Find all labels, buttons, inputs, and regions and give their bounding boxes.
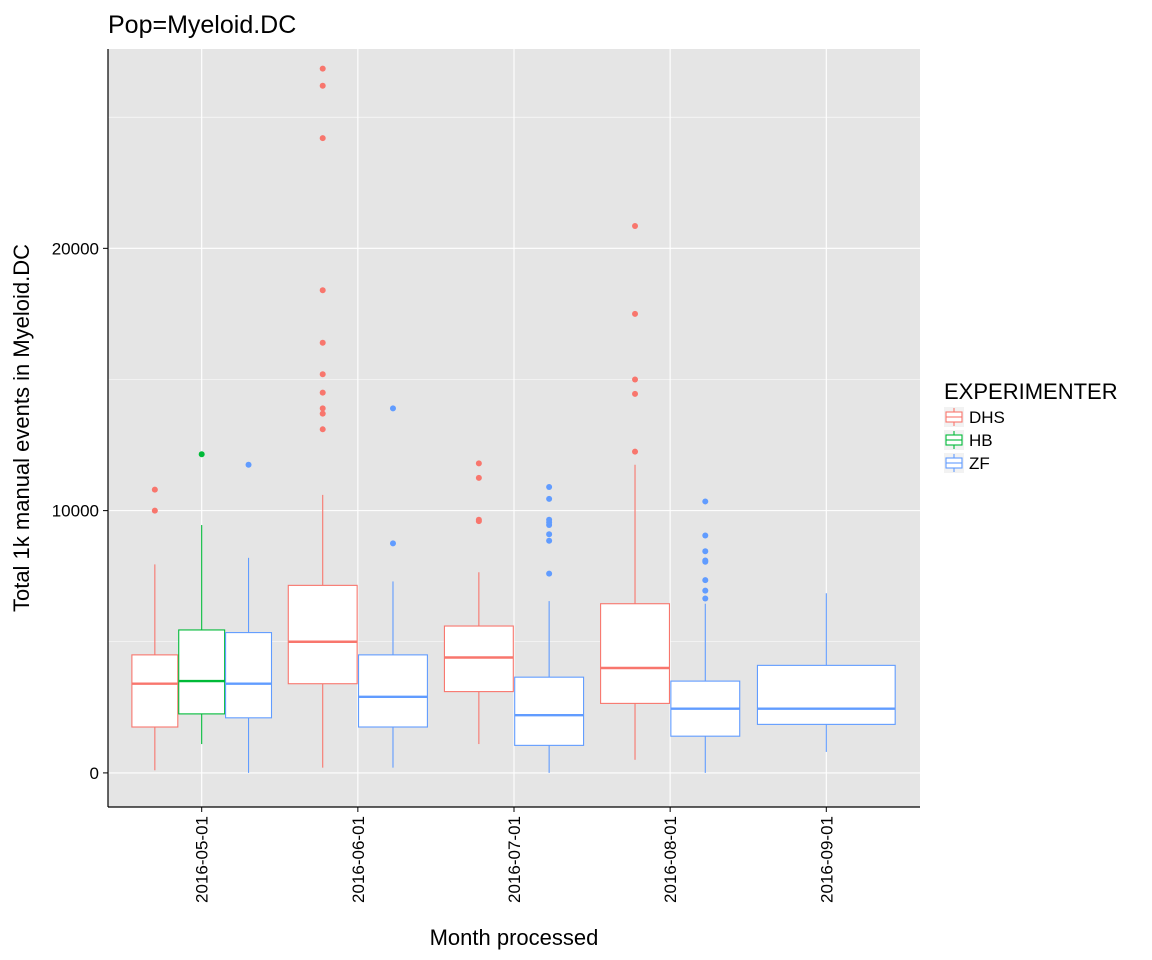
box-body	[600, 603, 671, 704]
box-body	[131, 654, 179, 728]
outlier-point	[632, 376, 639, 383]
boxes-layer	[131, 65, 896, 773]
box-body	[287, 584, 358, 685]
outlier-point	[702, 595, 709, 602]
outlier-point	[319, 405, 326, 412]
chart-title: Pop=Myeloid.DC	[108, 11, 296, 39]
outlier-point	[475, 474, 482, 481]
outlier-point	[702, 498, 709, 505]
outlier-point	[546, 484, 553, 491]
outlier-point	[389, 405, 396, 412]
box-body	[225, 632, 273, 719]
outlier-point	[702, 587, 709, 594]
box-dhs-2016-06-01	[287, 65, 358, 768]
outlier-point	[702, 548, 709, 555]
box-dhs-2016-05-01	[131, 486, 179, 771]
outlier-point	[632, 310, 639, 317]
outlier-point	[319, 82, 326, 89]
box-dhs-2016-07-01	[443, 460, 514, 745]
outlier-point	[475, 460, 482, 467]
outlier-point	[546, 537, 553, 544]
outlier-point	[546, 531, 553, 538]
outlier-point	[151, 486, 158, 493]
axes-layer: 0 10000 20000 2016-05-01 2016-06-01 2016-07-0…	[52, 49, 920, 903]
legend-key-hb	[944, 430, 964, 450]
x-axis-title: Month processed	[430, 925, 599, 950]
box-zf-2016-05-01	[225, 461, 273, 773]
outlier-point	[632, 390, 639, 397]
y-tick-label: 20000	[52, 239, 99, 258]
x-tick-label: 2016-07-01	[505, 816, 524, 903]
x-tick-label: 2016-06-01	[349, 816, 368, 903]
outlier-point	[546, 516, 553, 523]
outlier-point	[702, 577, 709, 584]
outlier-point	[319, 371, 326, 378]
outlier-point	[702, 557, 709, 564]
outlier-point	[319, 287, 326, 294]
box-body	[178, 629, 226, 715]
outlier-point	[319, 65, 326, 72]
y-axis-title: Total 1k manual events in Myeloid.DC	[9, 244, 34, 612]
box-body	[357, 654, 428, 728]
legend-label-hb: HB	[969, 431, 993, 450]
outlier-point	[546, 570, 553, 577]
y-tick-label: 10000	[52, 502, 99, 521]
box-dhs-2016-08-01	[600, 223, 671, 760]
box-body	[514, 676, 585, 746]
box-zf-2016-06-01	[357, 405, 428, 768]
outlier-point	[546, 495, 553, 502]
outlier-point	[319, 426, 326, 433]
box-zf-2016-07-01	[514, 484, 585, 773]
outlier-point	[319, 389, 326, 396]
outlier-point	[245, 461, 252, 468]
box-hb-2016-05-01	[178, 451, 226, 745]
outlier-point	[319, 135, 326, 142]
x-tick-label: 2016-08-01	[661, 816, 680, 903]
legend: EXPERIMENTER DHS HB ZF	[944, 379, 1118, 473]
legend-key-dhs	[944, 407, 964, 427]
legend-key-zf	[944, 453, 964, 473]
outlier-point	[319, 339, 326, 346]
box-zf-2016-08-01	[670, 498, 741, 773]
box-zf-2016-09-01	[756, 593, 896, 752]
legend-title: EXPERIMENTER	[944, 379, 1118, 404]
box-body	[443, 625, 514, 693]
x-tick-label: 2016-05-01	[193, 816, 212, 903]
outlier-point	[632, 223, 639, 230]
outlier-point	[702, 532, 709, 539]
outlier-point	[389, 540, 396, 547]
legend-label-zf: ZF	[969, 454, 990, 473]
outlier-point	[151, 507, 158, 514]
x-tick-label: 2016-09-01	[817, 816, 836, 903]
box-body	[756, 664, 896, 725]
outlier-point	[475, 516, 482, 523]
y-tick-label: 0	[90, 764, 99, 783]
outlier-point	[198, 451, 205, 458]
outlier-point	[632, 448, 639, 455]
legend-label-dhs: DHS	[969, 408, 1005, 427]
outlier-point	[319, 410, 326, 417]
